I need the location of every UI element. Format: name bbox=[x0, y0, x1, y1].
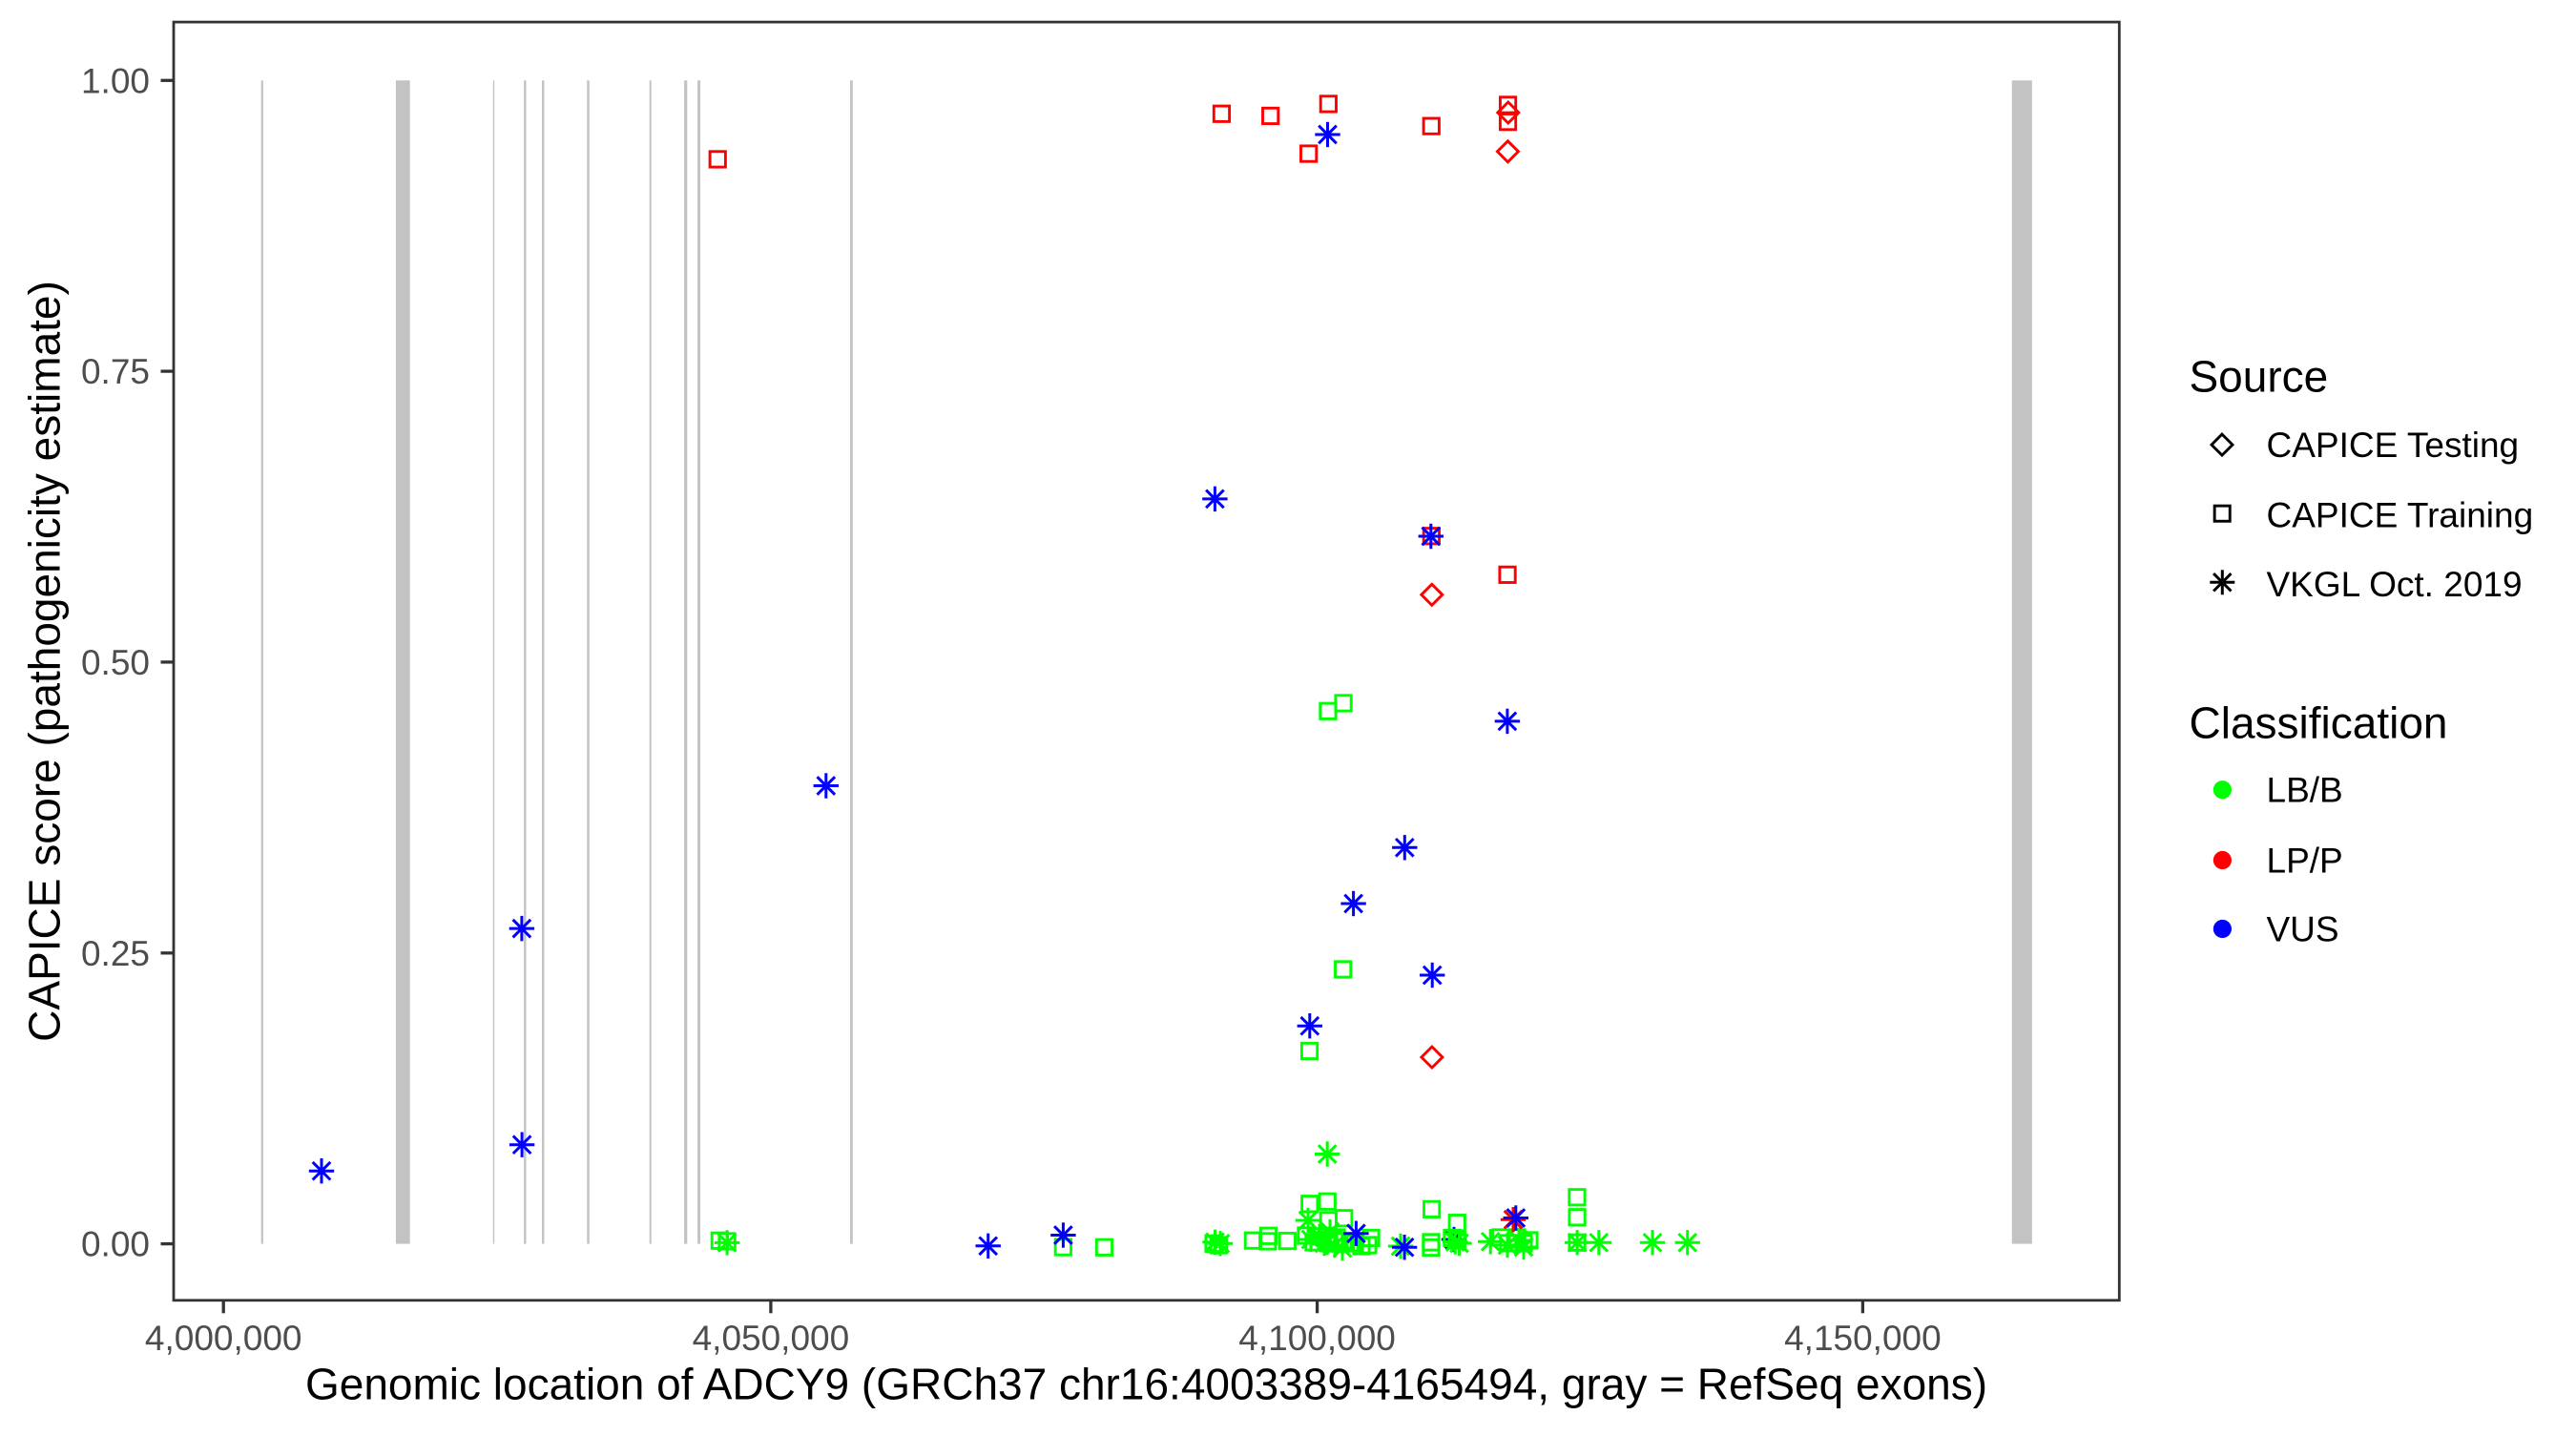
svg-text:0.25: 0.25 bbox=[81, 934, 150, 973]
svg-text:0.00: 0.00 bbox=[81, 1225, 150, 1264]
svg-text:4,150,000: 4,150,000 bbox=[1784, 1319, 1942, 1358]
svg-text:VUS: VUS bbox=[2267, 910, 2339, 949]
svg-text:Classification: Classification bbox=[2190, 698, 2448, 748]
svg-text:CAPICE Training: CAPICE Training bbox=[2267, 495, 2534, 534]
svg-text:Genomic location of ADCY9 (GRC: Genomic location of ADCY9 (GRCh37 chr16:… bbox=[305, 1360, 1987, 1409]
svg-text:LP/P: LP/P bbox=[2267, 842, 2343, 881]
svg-text:CAPICE score (pathogenicity es: CAPICE score (pathogenicity estimate) bbox=[20, 281, 70, 1042]
svg-text:LB/B: LB/B bbox=[2267, 771, 2343, 810]
svg-text:Source: Source bbox=[2190, 352, 2329, 402]
svg-text:4,050,000: 4,050,000 bbox=[693, 1319, 850, 1358]
svg-text:4,100,000: 4,100,000 bbox=[1238, 1319, 1396, 1358]
svg-text:0.50: 0.50 bbox=[81, 643, 150, 682]
svg-text:4,000,000: 4,000,000 bbox=[145, 1319, 302, 1358]
svg-text:CAPICE Testing: CAPICE Testing bbox=[2267, 426, 2520, 465]
svg-text:VKGL Oct. 2019: VKGL Oct. 2019 bbox=[2267, 565, 2523, 604]
svg-text:1.00: 1.00 bbox=[81, 61, 150, 100]
svg-text:0.75: 0.75 bbox=[81, 352, 150, 391]
